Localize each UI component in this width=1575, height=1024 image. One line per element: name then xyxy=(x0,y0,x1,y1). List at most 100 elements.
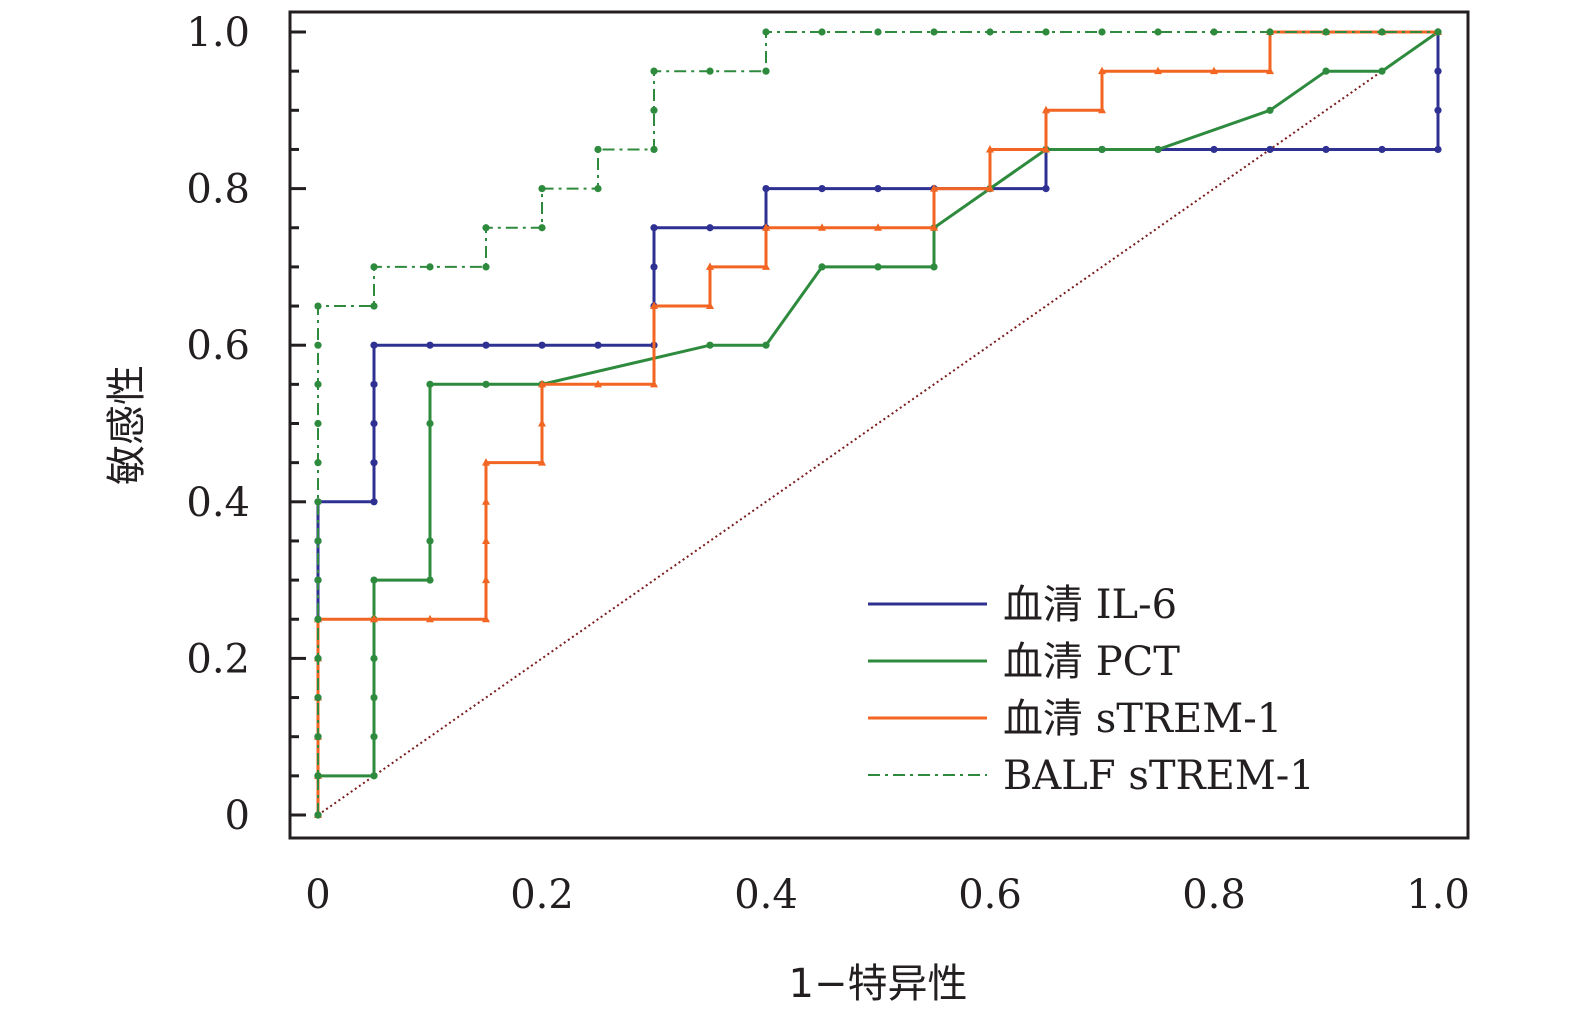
series-4-point-21 xyxy=(538,185,546,193)
series-4-point-2 xyxy=(314,772,322,780)
series-4-point-41 xyxy=(1434,28,1442,36)
series-1-point-10 xyxy=(370,498,378,506)
series-3-point-7 xyxy=(370,614,378,623)
series-4-point-29 xyxy=(762,28,770,36)
series-1-point-12 xyxy=(370,419,378,428)
series-2-point-26 xyxy=(1322,67,1330,75)
series-2-point-24 xyxy=(1154,145,1162,154)
legend: 血清 IL-6 血清 PCT 血清 sTREM-1 BALF sTREM-1 xyxy=(868,582,1315,799)
series-2-point-15 xyxy=(706,341,714,349)
series-3-point-23 xyxy=(762,223,770,231)
series-1-point-14 xyxy=(370,341,378,349)
series-3-point-19 xyxy=(650,301,658,310)
series-3-point-30 xyxy=(1042,144,1050,153)
series-3-point-20 xyxy=(706,301,714,310)
series-1-point-23 xyxy=(706,224,714,232)
series-4-point-37 xyxy=(1210,28,1218,36)
series-1-point-30 xyxy=(1042,185,1050,193)
y-tick-label: 0.2 xyxy=(186,636,250,682)
series-1-point-39 xyxy=(1434,106,1442,114)
series-3-point-11 xyxy=(482,536,490,544)
series-1-point-22 xyxy=(650,224,658,232)
series-3-point-29 xyxy=(986,144,994,153)
series-2-point-8 xyxy=(370,576,378,584)
x-tick-label: 0.6 xyxy=(958,872,1022,918)
series-2-point-19 xyxy=(930,263,938,271)
series-line-3 xyxy=(316,30,1438,815)
x-tick-label: 0 xyxy=(305,872,330,918)
series-4-point-33 xyxy=(986,28,994,36)
series-3-point-25 xyxy=(874,223,882,231)
series-3-point-22 xyxy=(762,262,770,270)
series-4-point-6 xyxy=(314,615,322,623)
series-4-point-32 xyxy=(930,28,938,36)
y-tick-label: 0.8 xyxy=(186,167,250,213)
series-1-point-26 xyxy=(818,185,826,193)
series-2-point-13 xyxy=(482,380,490,388)
series-4-point-16 xyxy=(370,263,378,271)
x-tick-label: 0.8 xyxy=(1182,872,1246,918)
y-tick-label: 0.6 xyxy=(186,323,250,369)
series-4-point-13 xyxy=(314,341,322,349)
y-axis-title: 敏感性 xyxy=(104,365,150,485)
series-4-point-39 xyxy=(1322,28,1330,36)
series-4-point-12 xyxy=(314,380,322,388)
series-4-point-8 xyxy=(314,537,322,545)
legend-label-1: 血清 IL-6 xyxy=(1003,582,1177,628)
series-3-point-8 xyxy=(426,614,434,623)
series-2-point-11 xyxy=(426,419,434,428)
series-2-point-4 xyxy=(370,733,378,741)
series-4-point-34 xyxy=(1042,28,1050,36)
x-axis-title: 1−特异性 xyxy=(789,961,968,1007)
series-3-point-27 xyxy=(930,184,938,192)
series-4-point-26 xyxy=(650,67,658,75)
series-4-point-3 xyxy=(314,733,322,741)
series-4-point-25 xyxy=(650,106,658,114)
series-3-point-18 xyxy=(650,379,658,388)
series-4-point-1 xyxy=(314,811,322,819)
series-4-point-24 xyxy=(650,145,658,154)
series-3-point-13 xyxy=(482,458,490,466)
series-3-point-21 xyxy=(706,262,714,270)
series-3-point-35 xyxy=(1210,66,1218,75)
series-4-point-11 xyxy=(314,419,322,428)
series-2-point-23 xyxy=(1098,145,1106,154)
series-3-point-14 xyxy=(538,458,546,466)
series-2-point-6 xyxy=(370,654,378,663)
series-1-point-38 xyxy=(1434,145,1442,154)
legend-label-2: 血清 PCT xyxy=(1003,639,1180,685)
series-3-point-36 xyxy=(1266,66,1274,75)
series-4-point-27 xyxy=(706,67,714,75)
series-4-point-40 xyxy=(1378,28,1386,36)
series-1-point-36 xyxy=(1322,145,1330,154)
series-1-point-15 xyxy=(426,341,434,349)
series-4-point-30 xyxy=(818,28,826,36)
series-2-point-5 xyxy=(370,693,378,702)
series-1-point-34 xyxy=(1210,145,1218,154)
series-4-point-23 xyxy=(594,145,602,154)
legend-label-3: 血清 sTREM-1 xyxy=(1003,696,1282,742)
series-group xyxy=(314,27,1442,819)
series-4-point-36 xyxy=(1154,28,1162,36)
y-tick-label: 0.4 xyxy=(186,480,250,526)
series-4-point-15 xyxy=(370,302,378,310)
series-4-point-14 xyxy=(314,302,322,310)
series-3-point-16 xyxy=(538,379,546,388)
series-1-point-35 xyxy=(1266,145,1274,154)
series-1-point-17 xyxy=(538,341,546,349)
series-line-2 xyxy=(316,30,1439,815)
series-4-point-35 xyxy=(1098,28,1106,36)
series-1-point-18 xyxy=(594,341,602,349)
y-tick-label: 1.0 xyxy=(186,10,250,56)
series-4-point-4 xyxy=(314,693,322,702)
series-1-point-13 xyxy=(370,380,378,388)
series-3-point-24 xyxy=(818,223,826,231)
series-4-point-20 xyxy=(538,224,546,232)
plot-frame xyxy=(288,10,1470,840)
series-3-point-12 xyxy=(482,497,490,505)
series-2-point-17 xyxy=(818,263,826,271)
series-4-point-31 xyxy=(874,28,882,36)
series-3-point-28 xyxy=(986,184,994,192)
